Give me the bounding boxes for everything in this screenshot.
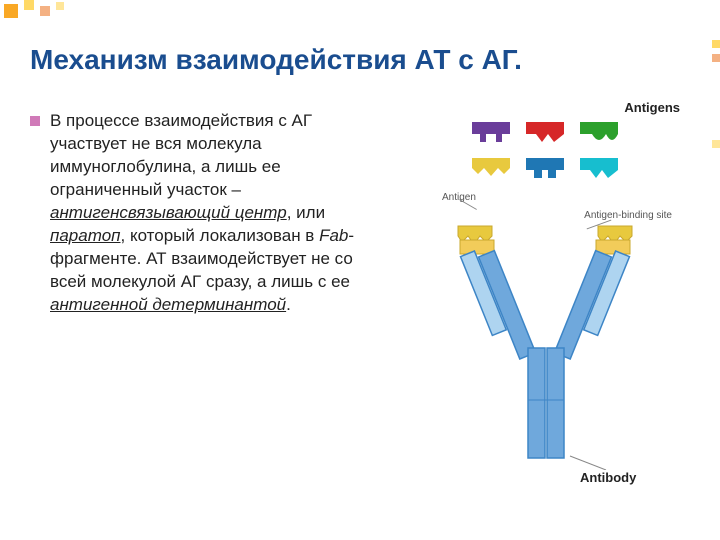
corner-decoration (0, 0, 100, 30)
antigen-small-label: Antigen (442, 192, 476, 203)
antigen-green-icon (578, 120, 620, 148)
paragraph-content: В процессе взаимодействия с АГ участвует… (50, 110, 370, 316)
antigen-row-top (400, 120, 690, 148)
term-antigenic-determinant: антигенной детерминантой (50, 295, 286, 314)
antigen-red-icon (524, 120, 566, 148)
text-pre: В процессе взаимодействия с АГ участвует… (50, 111, 312, 199)
text-mid2: , который локализован в (121, 226, 320, 245)
antibody-diagram: Antigens Antigen Antigen-binding site (400, 100, 690, 490)
page-title: Механизм взаимодействия АТ с АГ. (30, 44, 522, 76)
antibody-label: Antibody (580, 470, 636, 485)
antigens-label: Antigens (624, 100, 680, 115)
body-text-block: В процессе взаимодействия с АГ участвует… (30, 110, 370, 316)
antigen-purple-icon (470, 120, 512, 148)
side-decoration (702, 40, 720, 160)
antigen-teal-icon (578, 156, 620, 184)
text-end: . (286, 295, 291, 314)
term-paratope: паратоп (50, 226, 121, 245)
antibody-shape (420, 220, 670, 470)
term-fab: Fab (319, 226, 348, 245)
antigen-row-bottom (400, 156, 690, 184)
text-mid1: , или (287, 203, 325, 222)
antigen-blue-icon (524, 156, 566, 184)
term-antigen-binding-center: антигенсвязывающий центр (50, 203, 287, 222)
bullet-icon (30, 116, 40, 126)
antigen-yellow-icon (470, 156, 512, 184)
